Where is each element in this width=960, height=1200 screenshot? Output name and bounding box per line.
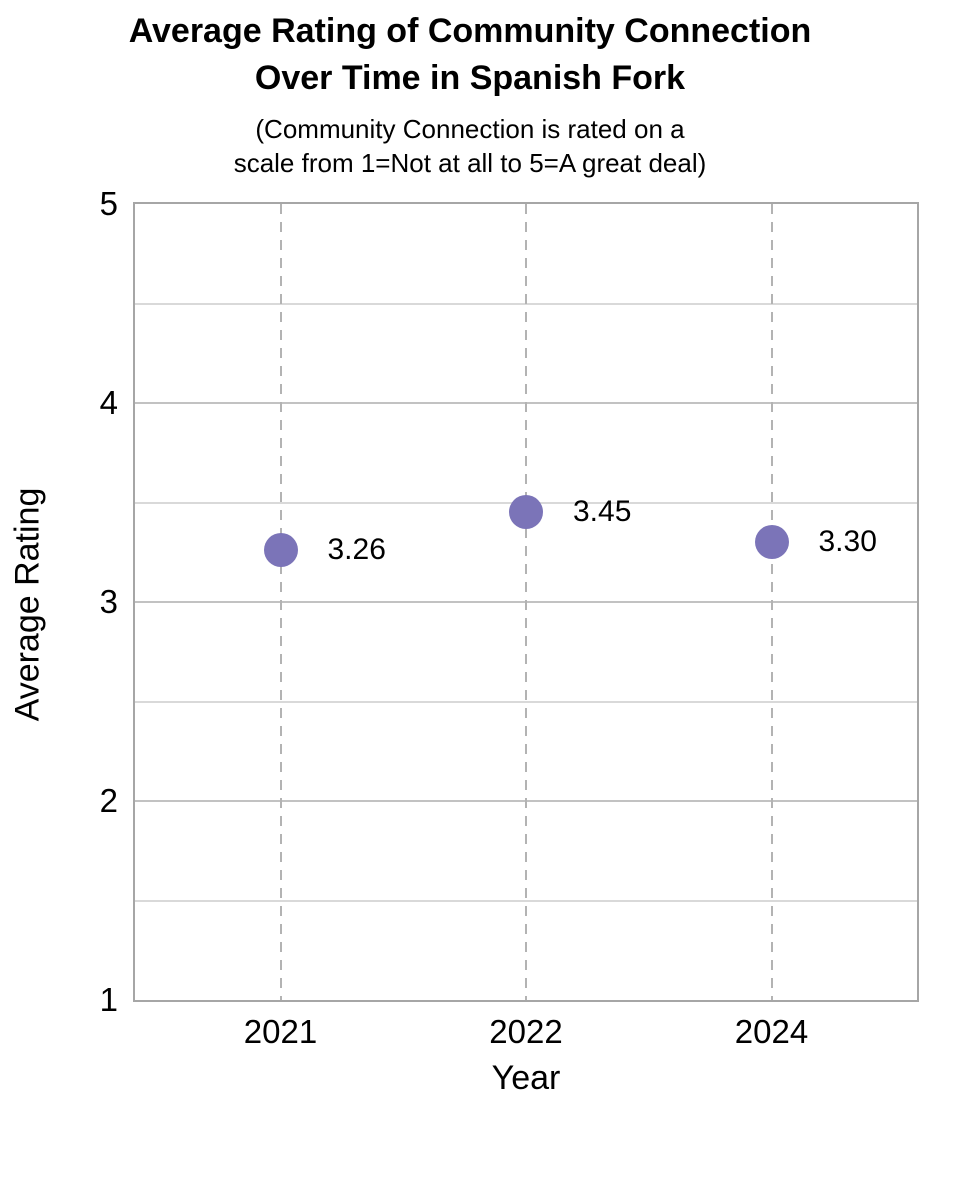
y-tick-label: 3 [99,583,118,620]
x-axis-title: Year [491,1059,561,1097]
data-point-label: 3.30 [818,525,877,559]
y-tick-label: 1 [99,981,118,1018]
data-point [509,495,543,530]
data-point [754,525,789,560]
data-point [263,533,298,568]
chart-subtitle: (Community Connection is rated on a scal… [0,112,940,180]
chart-title: Average Rating of Community Connection O… [0,8,940,102]
category-gridline [770,204,773,1000]
category-gridline [279,204,282,1000]
y-tick-label: 2 [99,782,118,819]
y-tick-label: 5 [99,185,118,222]
x-tick-label: 2021 [243,1013,318,1050]
chart-title-line2: Over Time in Spanish Fork [254,59,686,97]
data-point-label: 3.45 [573,495,632,529]
category-gridline [525,204,527,1000]
x-tick-label: 2022 [489,1013,563,1050]
chart-subtitle-line1: (Community Connection is rated on a [255,114,685,144]
y-tick-label: 4 [99,384,118,421]
chart-title-line1: Average Rating of Community Connection [128,12,812,50]
x-tick-label: 2024 [734,1013,809,1050]
chart-subtitle-line2: scale from 1=Not at all to 5=A great dea… [233,148,707,178]
data-point-label: 3.26 [327,533,386,567]
